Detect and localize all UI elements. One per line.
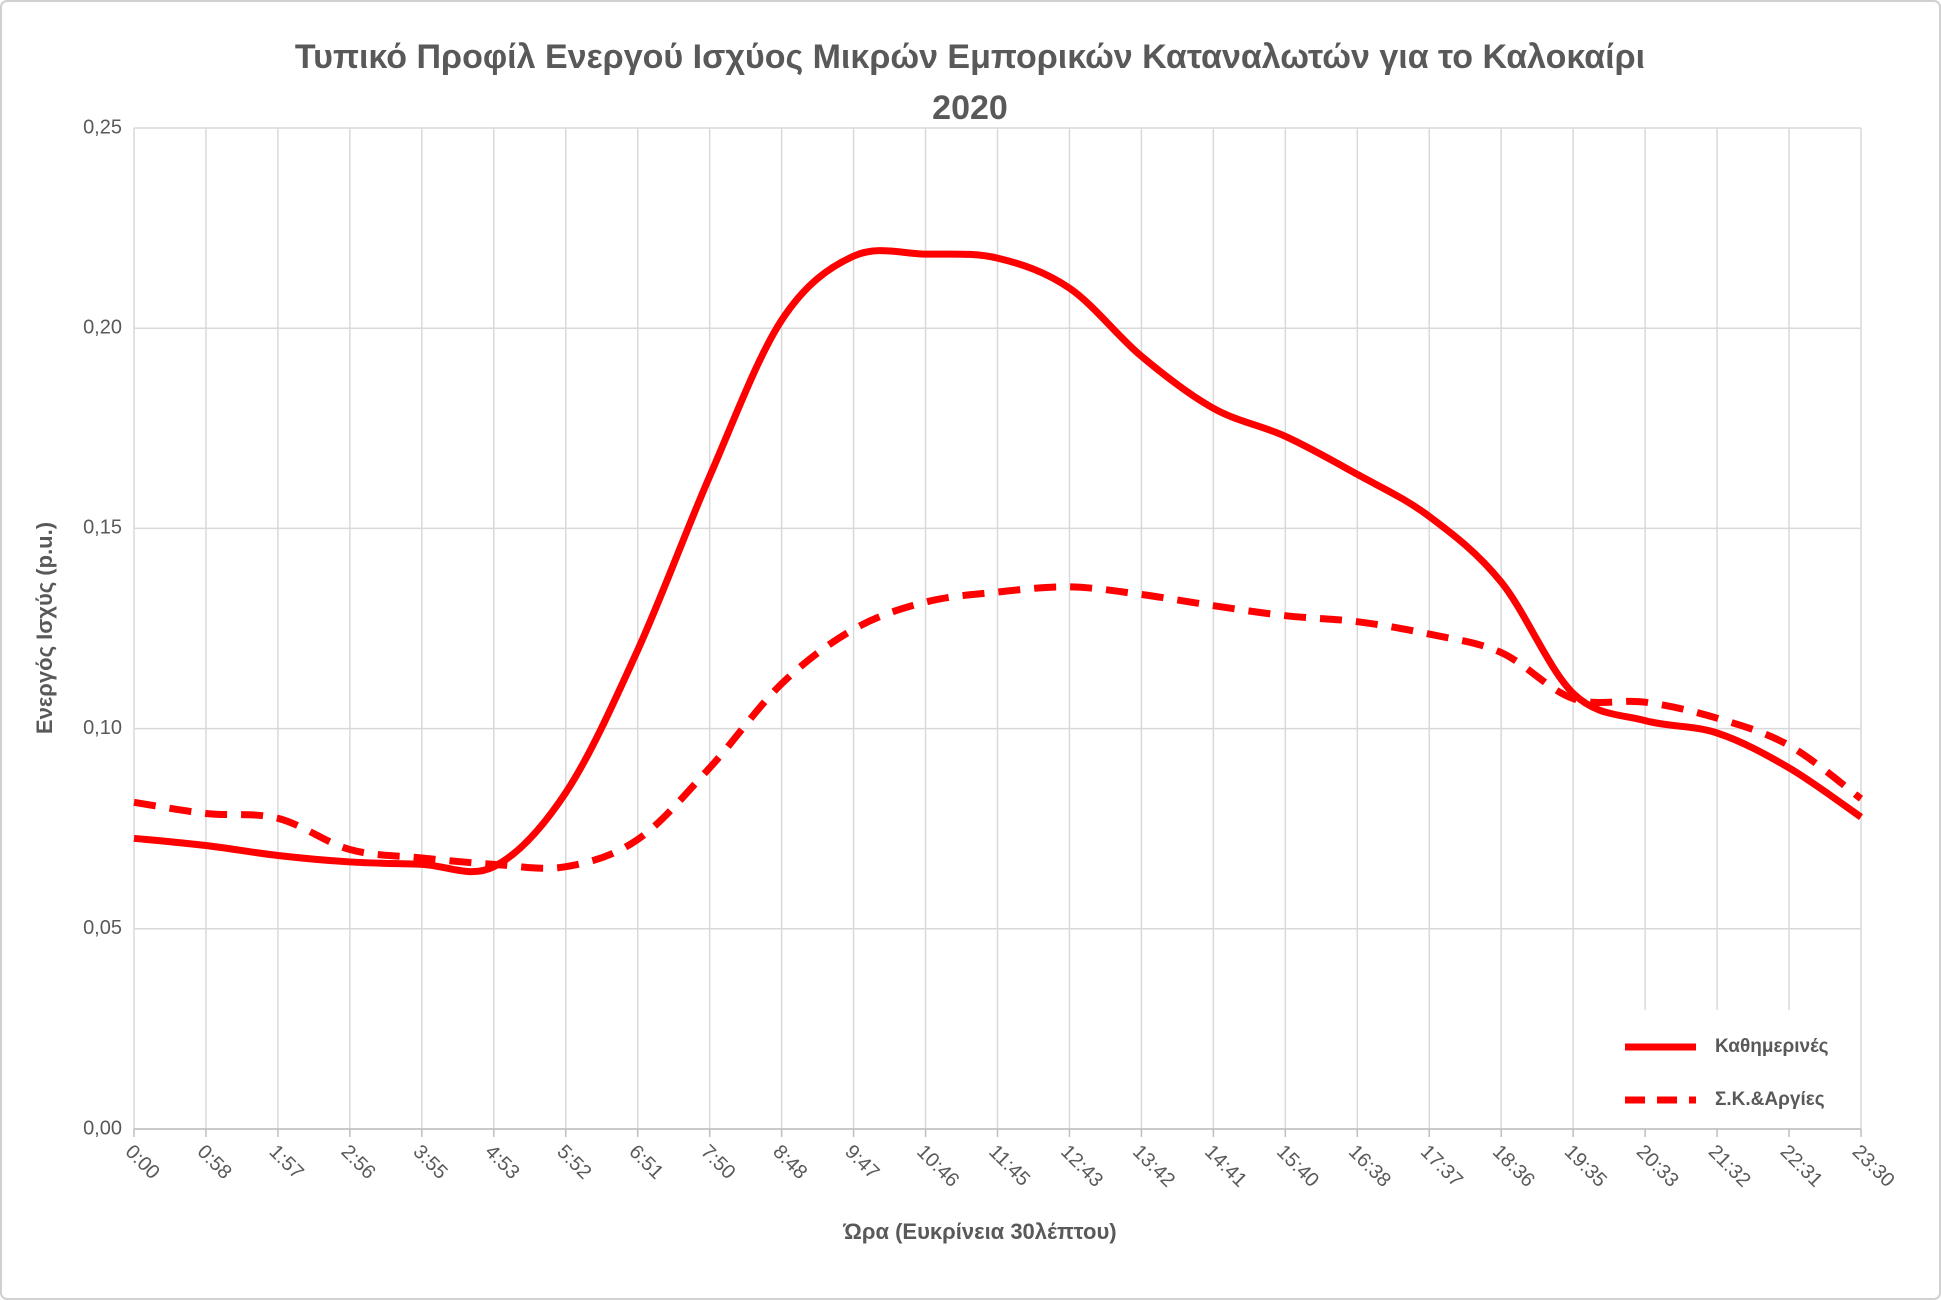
y-axis-label: Ενεργός Ισχύς (p.u.) — [32, 522, 57, 734]
x-tick-label: 6:51 — [624, 1141, 667, 1184]
x-tick-label: 7:50 — [696, 1141, 739, 1184]
line-series — [133, 583, 1864, 872]
x-tick-label: 23:30 — [1848, 1141, 1899, 1192]
y-tick-label: 0,10 — [83, 717, 122, 739]
x-tick-label: 22:31 — [1776, 1141, 1827, 1192]
x-tick-label: 16:38 — [1344, 1141, 1395, 1192]
y-tick-label: 0,25 — [83, 116, 122, 138]
legend-label: Σ.Κ.&Αργίες — [1715, 1089, 1825, 1110]
y-tick-label: 0,15 — [83, 517, 122, 539]
legend-box — [1605, 1010, 1860, 1128]
chart-title: Τυπικό Προφίλ Ενεργού Ισχύος Μικρών Εμπο… — [294, 38, 1646, 127]
x-tick-label: 1:57 — [265, 1141, 308, 1184]
x-tick-label: 12:43 — [1056, 1141, 1107, 1192]
x-tick-label: 2:56 — [337, 1141, 380, 1184]
x-tick-label: 15:40 — [1272, 1141, 1323, 1192]
x-tick-label: 18:36 — [1488, 1141, 1539, 1192]
x-tick-label: 13:42 — [1128, 1141, 1179, 1192]
legend-label: Καθημερινές — [1715, 1036, 1829, 1057]
x-tick-label: 0:58 — [193, 1141, 236, 1184]
x-tick-label: 10:46 — [912, 1141, 963, 1192]
x-tick-label: 9:47 — [840, 1141, 883, 1184]
x-tick-label: 19:35 — [1560, 1141, 1611, 1192]
x-tick-label: 14:41 — [1200, 1141, 1251, 1192]
x-tick-label: 8:48 — [768, 1141, 811, 1184]
x-tick-label: 11:45 — [984, 1141, 1034, 1191]
line-series — [133, 247, 1863, 876]
y-tick-label: 0,00 — [83, 1117, 122, 1139]
x-tick-label: 21:32 — [1704, 1141, 1755, 1192]
y-tick-label: 0,20 — [83, 316, 122, 338]
x-tick-label: 4:53 — [481, 1141, 524, 1184]
x-tick-label: 20:33 — [1632, 1141, 1683, 1192]
x-tick-label: 3:55 — [409, 1141, 452, 1184]
x-tick-label: 0:00 — [121, 1141, 164, 1184]
x-tick-label: 17:37 — [1416, 1141, 1467, 1192]
y-tick-label: 0,05 — [83, 917, 122, 939]
x-axis-label: Ώρα (Ευκρίνεια 30λέπτου) — [842, 1219, 1116, 1244]
x-tick-label: 5:52 — [552, 1141, 595, 1184]
